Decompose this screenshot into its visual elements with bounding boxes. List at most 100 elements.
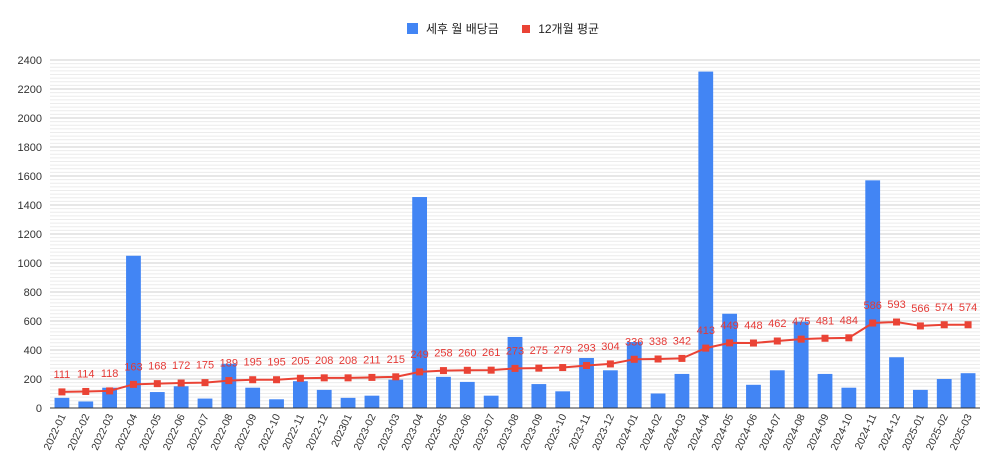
data-labels: 111 114 118 163 168 172 175 189 195 195 205 208 208 2…	[54, 299, 978, 381]
x-tick-label: 2023-08	[495, 412, 522, 452]
bar	[221, 363, 237, 408]
data-label: 258	[434, 348, 452, 360]
x-tick-label: 2023-11	[566, 412, 593, 451]
legend-label-line: 12개월 평균	[538, 22, 600, 36]
data-label: 574	[935, 302, 953, 314]
x-tick-label: 2023-12	[590, 412, 617, 452]
line-point	[940, 321, 948, 329]
legend-swatch-bar	[406, 23, 418, 34]
data-label: 304	[601, 341, 619, 353]
bar	[602, 370, 618, 408]
legend-label-bar: 세후 월 배당금	[425, 22, 499, 36]
line-point	[225, 377, 233, 385]
line-point	[559, 364, 567, 372]
legend-swatch-line	[522, 25, 531, 33]
line-point	[153, 380, 161, 388]
line-point	[845, 334, 853, 342]
x-tick-label: 2023-09	[518, 412, 545, 452]
x-tick-label: 2022-06	[161, 412, 188, 452]
y-axis-ticks: 0 200 400 600 800 1000 1200 1400 1600 1800 2000 220…	[18, 55, 42, 415]
data-label: 475	[792, 316, 810, 328]
y-tick-label: 2000	[18, 113, 42, 125]
line-point	[893, 318, 901, 326]
y-tick-label: 200	[24, 374, 42, 386]
data-label: 114	[77, 368, 95, 380]
x-tick-label: 2024-11	[853, 412, 880, 451]
data-label: 566	[911, 303, 929, 315]
bar	[364, 395, 380, 408]
data-label: 175	[196, 360, 214, 372]
y-tick-label: 2400	[18, 55, 42, 67]
line-point	[964, 321, 972, 329]
bar	[126, 255, 141, 408]
line-point	[821, 334, 829, 342]
bar	[769, 370, 785, 408]
bar	[936, 379, 952, 408]
legend-item-line[interactable]: 12개월 평균	[522, 20, 599, 37]
y-tick-label: 600	[24, 316, 42, 328]
line-point	[106, 387, 114, 395]
x-tick-label: 2022-09	[232, 412, 259, 452]
y-tick-label: 1400	[18, 200, 42, 212]
average-line	[58, 318, 972, 396]
bar	[674, 373, 690, 408]
x-tick-label: 2023-10	[542, 412, 569, 452]
data-label: 342	[673, 335, 691, 347]
bar	[650, 393, 666, 408]
x-tick-label: 2022-02	[65, 412, 92, 452]
bar	[102, 387, 118, 408]
bar	[841, 387, 857, 408]
x-tick-label: 2024-07	[757, 412, 784, 452]
bar	[865, 180, 881, 408]
data-label: 593	[887, 299, 905, 311]
bar	[436, 376, 451, 408]
line-point	[177, 379, 185, 387]
data-label: 481	[816, 315, 834, 327]
line-point	[249, 376, 257, 384]
line-point	[487, 366, 495, 374]
x-tick-label: 2024-04	[685, 412, 712, 452]
line-point	[273, 376, 281, 384]
data-label: 586	[864, 300, 882, 312]
data-label: 260	[458, 347, 476, 359]
x-tick-label: 2024-06	[733, 412, 760, 452]
line-point	[916, 322, 924, 330]
line-point	[702, 344, 710, 352]
data-label: 195	[267, 357, 285, 369]
line-point	[726, 339, 734, 347]
bar	[316, 389, 332, 408]
bar	[793, 321, 809, 408]
line-point	[773, 337, 781, 345]
y-tick-label: 1600	[18, 171, 42, 183]
legend-item-bar[interactable]: 세후 월 배당금	[406, 20, 499, 37]
data-label: 211	[363, 354, 381, 366]
x-tick-label: 2022-05	[137, 412, 164, 452]
bar	[960, 373, 976, 408]
bar	[173, 386, 189, 408]
y-tick-label: 1200	[18, 229, 42, 241]
data-label: 195	[244, 357, 262, 369]
y-tick-label: 0	[36, 403, 42, 415]
bar	[459, 381, 475, 408]
line-point	[368, 373, 376, 381]
data-label: 208	[315, 355, 333, 367]
bar	[54, 397, 70, 408]
x-tick-label: 2023-07	[471, 412, 498, 452]
bar	[149, 392, 165, 408]
data-label: 172	[172, 360, 190, 372]
data-label: 275	[530, 345, 548, 357]
x-tick-label: 2022-12	[304, 412, 331, 452]
x-tick-label: 2022-07	[185, 412, 212, 452]
bar	[531, 384, 547, 408]
data-label: 484	[840, 315, 858, 327]
data-label: 208	[339, 355, 357, 367]
data-label: 279	[554, 345, 572, 357]
x-tick-label: 2022-11	[280, 412, 307, 451]
bars	[54, 71, 976, 408]
x-tick-label: 2024-10	[828, 412, 855, 452]
bar	[340, 397, 356, 408]
x-tick-label: 2025-03	[948, 412, 975, 452]
bar	[269, 399, 284, 408]
x-tick-label: 2025-01	[900, 412, 927, 452]
